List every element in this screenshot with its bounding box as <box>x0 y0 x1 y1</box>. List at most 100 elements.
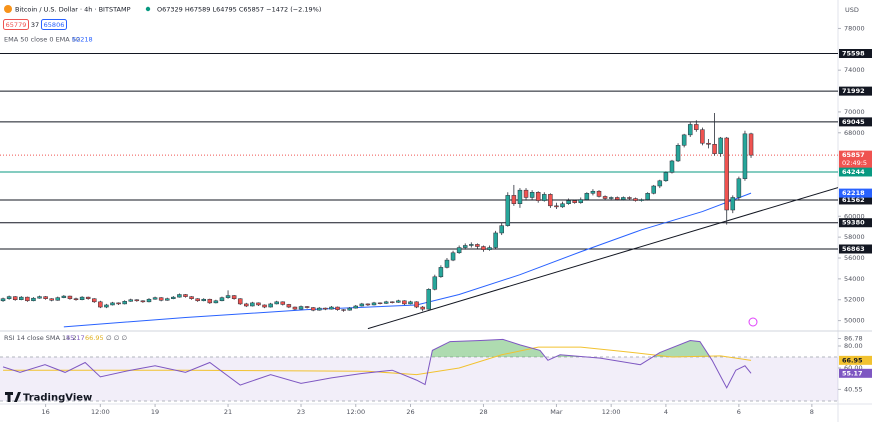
candle-body <box>389 301 395 303</box>
rsi-y-tick-label: 86.78 <box>844 335 863 343</box>
candle-body <box>250 302 255 307</box>
countdown: 02:49:5 <box>842 159 867 167</box>
candle-body <box>195 298 200 302</box>
spread: 37 <box>31 21 39 29</box>
rsi-y-tick-label: 60.00 <box>844 364 863 372</box>
candle-body <box>572 200 577 203</box>
x-tick-label: 8 <box>810 408 814 416</box>
candle-body <box>104 304 109 308</box>
y-tick-label: 50000 <box>844 317 865 325</box>
candle-body <box>61 295 67 298</box>
trend-line <box>367 187 838 330</box>
candle-body <box>353 305 359 309</box>
rsi-line <box>2 338 752 389</box>
buy-price: 65806 <box>44 21 65 29</box>
candle-body <box>633 198 638 201</box>
candle-body <box>736 178 742 198</box>
rsi-legend-extra: ∅ ∅ ∅ <box>106 334 127 342</box>
candle-body <box>548 194 553 207</box>
candle-body <box>523 189 529 198</box>
candle-body <box>231 295 237 299</box>
candle-body <box>329 306 334 310</box>
candle-body <box>256 302 261 306</box>
candle-body <box>694 124 699 130</box>
candle-body <box>134 299 140 302</box>
candle-body <box>712 144 717 154</box>
candle-body <box>402 300 407 305</box>
candle-body <box>706 142 711 145</box>
candle-body <box>450 252 456 261</box>
candle-body <box>438 267 444 278</box>
level-label: 61562 <box>842 196 865 204</box>
candle-body <box>347 307 352 311</box>
candle-body <box>681 134 687 146</box>
market-status <box>145 6 151 12</box>
candle-body <box>383 301 389 304</box>
candle-body <box>85 296 91 299</box>
rsi-y-tick-label: 80.00 <box>844 342 863 350</box>
candle-body <box>560 203 565 208</box>
candle-body <box>614 197 620 200</box>
x-tick-label: 16 <box>41 408 49 416</box>
candle-body <box>377 302 383 304</box>
candle-body <box>602 196 608 199</box>
x-tick-label: 23 <box>297 408 305 416</box>
candle-body <box>268 303 273 308</box>
buy-button[interactable] <box>41 19 67 30</box>
sell-button[interactable] <box>3 19 29 30</box>
candle-body <box>596 190 602 197</box>
rsi-legend-value: 55.17 <box>66 334 85 342</box>
ema-line <box>63 192 752 328</box>
candle-body <box>274 301 279 305</box>
candle-body <box>663 172 669 182</box>
level-label: 64244 <box>842 168 865 176</box>
candle-body <box>542 194 547 201</box>
level-label-bg <box>839 167 872 177</box>
level-label: 59380 <box>842 219 865 227</box>
candle-body <box>444 259 450 268</box>
candle-body <box>621 197 626 200</box>
candle-body <box>718 137 723 154</box>
candle-body <box>724 137 729 211</box>
candle-body <box>505 195 511 226</box>
x-tick-label: 28 <box>479 408 487 416</box>
candle-body <box>426 289 431 310</box>
x-tick-label: 26 <box>406 408 414 416</box>
candle-body <box>566 200 571 204</box>
event-icon[interactable] <box>748 317 758 327</box>
y-tick-label: 52000 <box>844 296 865 304</box>
candle-body <box>323 307 328 310</box>
candle-body <box>219 297 225 302</box>
candle-body <box>493 232 498 248</box>
candle-body <box>511 195 517 204</box>
last-price-label-bg <box>839 150 872 168</box>
logo: TradingView <box>5 392 92 404</box>
rsi-band <box>0 356 838 402</box>
rsi-label: 55.17 <box>842 369 863 377</box>
candle-body <box>499 225 504 234</box>
candle-body <box>584 193 590 200</box>
candle-body <box>280 301 286 305</box>
rsi-overbought-fill <box>430 339 710 357</box>
candle-body <box>37 296 42 299</box>
level-label-bg <box>839 86 872 96</box>
candle-body <box>298 306 304 310</box>
candle-body <box>669 160 675 173</box>
candle-body <box>456 247 462 254</box>
candle-body <box>158 297 164 301</box>
candle-body <box>201 298 206 302</box>
candle-body <box>31 297 36 302</box>
rsi-y-tick-label: 40.55 <box>844 385 863 393</box>
candle-body <box>140 300 146 303</box>
price-pane <box>0 52 838 330</box>
candle-body <box>207 298 213 304</box>
candle-body <box>110 302 115 306</box>
y-tick-label: 68000 <box>844 129 865 137</box>
candle-body <box>432 276 438 290</box>
candle-body <box>687 124 693 136</box>
y-tick-label: 60000 <box>844 212 865 220</box>
ohlc-readout: O67329 H67589 L64795 C65857 −1472 (−2.19… <box>157 6 321 14</box>
candle-body <box>171 296 176 299</box>
